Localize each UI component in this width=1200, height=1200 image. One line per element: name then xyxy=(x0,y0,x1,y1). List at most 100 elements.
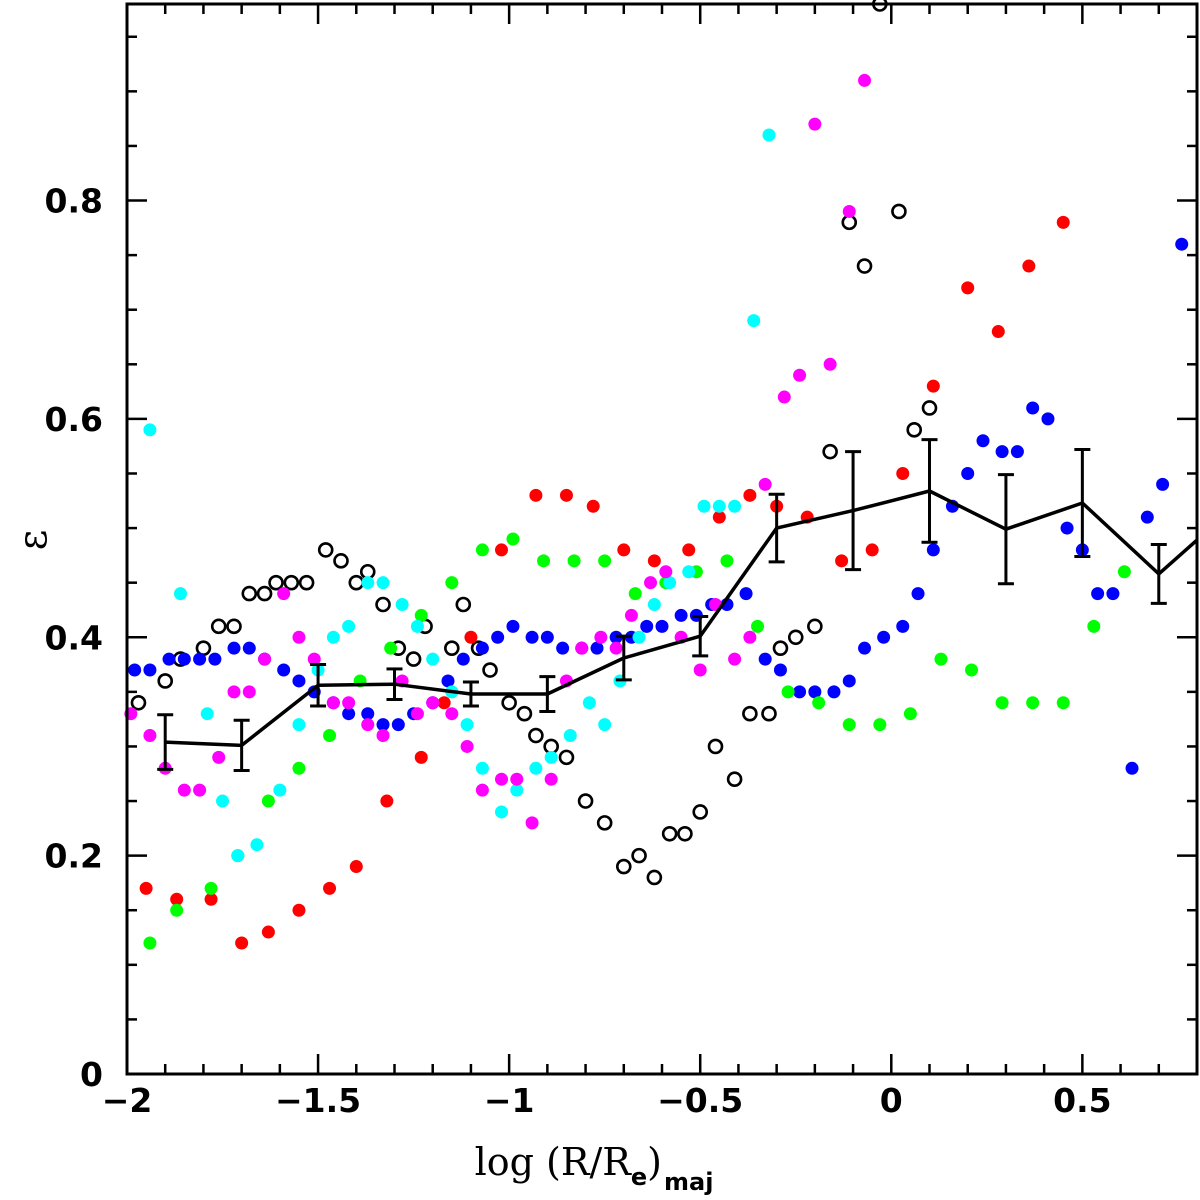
point-green-13 xyxy=(537,554,551,568)
point-blue-0 xyxy=(128,663,142,677)
point-magenta-42 xyxy=(823,357,837,371)
point-magenta-21 xyxy=(475,783,489,797)
y-tick-label: 0 xyxy=(80,1055,103,1094)
point-red-16 xyxy=(617,543,631,557)
y-tick-label: 0.8 xyxy=(45,182,103,221)
point-green-11 xyxy=(475,543,489,557)
point-open-black-25 xyxy=(528,727,544,744)
point-red-29 xyxy=(1022,259,1036,273)
point-red-28 xyxy=(991,325,1005,339)
point-blue-24 xyxy=(525,630,539,644)
point-open-black-41 xyxy=(787,629,804,646)
point-green-27 xyxy=(965,663,979,677)
point-open-black-0 xyxy=(130,694,147,711)
point-open-black-49 xyxy=(921,400,938,416)
tick-labels: −2 −1.5 −1 −0.5 0 0.5 0 0.2 0.4 0.6 0.8 xyxy=(45,182,1112,1120)
point-magenta-29 xyxy=(609,641,623,655)
point-green-14 xyxy=(567,554,581,568)
point-cyan-10 xyxy=(342,619,356,633)
x-axis-label-subscript: maj xyxy=(664,1168,713,1196)
point-blue-54 xyxy=(1026,401,1040,415)
point-magenta-14 xyxy=(361,718,375,732)
error-bar-6 xyxy=(615,634,632,682)
point-red-4 xyxy=(261,925,275,939)
point-magenta-5 xyxy=(212,750,226,764)
point-blue-32 xyxy=(655,619,669,633)
point-red-10 xyxy=(437,696,451,710)
point-red-25 xyxy=(896,466,910,480)
point-red-30 xyxy=(1056,215,1070,229)
point-cyan-23 xyxy=(563,729,577,743)
point-blue-31 xyxy=(640,619,654,633)
point-red-9 xyxy=(414,750,428,764)
point-magenta-12 xyxy=(326,696,340,710)
point-blue-10 xyxy=(292,674,306,688)
point-cyan-25 xyxy=(598,718,612,732)
point-blue-20 xyxy=(456,652,470,666)
error-bar-13 xyxy=(1150,542,1167,605)
error-bar-2 xyxy=(310,663,327,708)
point-red-7 xyxy=(349,860,363,874)
point-cyan-1 xyxy=(174,587,187,601)
point-open-black-8 xyxy=(268,574,284,591)
point-green-9 xyxy=(414,608,428,622)
point-blue-58 xyxy=(1091,587,1105,601)
point-open-black-47 xyxy=(891,203,907,220)
point-open-black-10 xyxy=(298,574,315,591)
point-magenta-25 xyxy=(544,772,558,786)
point-red-18 xyxy=(682,543,696,557)
point-open-black-5 xyxy=(226,618,242,635)
point-open-black-9 xyxy=(283,574,300,591)
point-cyan-2 xyxy=(200,707,214,721)
point-blue-25 xyxy=(540,630,554,644)
point-blue-56 xyxy=(1060,521,1074,535)
point-open-black-45 xyxy=(856,258,873,274)
point-blue-4 xyxy=(193,652,207,666)
point-green-0 xyxy=(143,936,157,950)
point-red-20 xyxy=(743,488,757,502)
error-bar-7 xyxy=(692,615,709,658)
point-cyan-3 xyxy=(216,794,230,808)
point-red-23 xyxy=(835,554,849,568)
point-magenta-39 xyxy=(777,390,791,404)
point-magenta-17 xyxy=(410,707,424,721)
error-bar-11 xyxy=(997,473,1014,586)
point-magenta-44 xyxy=(858,73,872,87)
point-cyan-11 xyxy=(361,576,375,590)
point-blue-3 xyxy=(177,652,191,666)
point-cyan-13 xyxy=(395,598,409,612)
point-blue-53 xyxy=(1010,445,1024,459)
point-cyan-9 xyxy=(326,630,340,644)
point-open-black-31 xyxy=(631,847,647,864)
point-magenta-24 xyxy=(525,816,539,830)
point-blue-43 xyxy=(842,674,856,688)
point-cyan-18 xyxy=(475,761,489,775)
point-cyan-19 xyxy=(495,805,508,819)
point-blue-37 xyxy=(739,587,753,601)
error-bar-4 xyxy=(462,680,479,708)
point-blue-26 xyxy=(556,641,570,655)
point-blue-16 xyxy=(391,718,405,732)
point-green-20 xyxy=(751,619,765,633)
point-green-28 xyxy=(995,696,1009,710)
point-green-32 xyxy=(1117,565,1131,579)
point-red-11 xyxy=(464,630,478,644)
point-open-black-39 xyxy=(761,705,777,722)
point-cyan-30 xyxy=(682,565,696,579)
point-blue-40 xyxy=(793,685,807,699)
point-open-black-22 xyxy=(482,662,498,678)
point-cyan-4 xyxy=(231,849,245,863)
point-open-black-37 xyxy=(726,771,743,788)
point-magenta-43 xyxy=(842,204,856,218)
point-cyan-20 xyxy=(510,783,524,797)
point-green-22 xyxy=(812,696,826,710)
plot-frame xyxy=(125,2,1199,1076)
point-green-8 xyxy=(384,641,398,655)
mean-trend-layer xyxy=(157,438,1199,772)
point-blue-44 xyxy=(858,641,872,655)
point-magenta-27 xyxy=(575,641,589,655)
point-open-black-19 xyxy=(444,640,460,656)
error-bar-8 xyxy=(768,492,785,564)
point-blue-21 xyxy=(475,641,489,655)
